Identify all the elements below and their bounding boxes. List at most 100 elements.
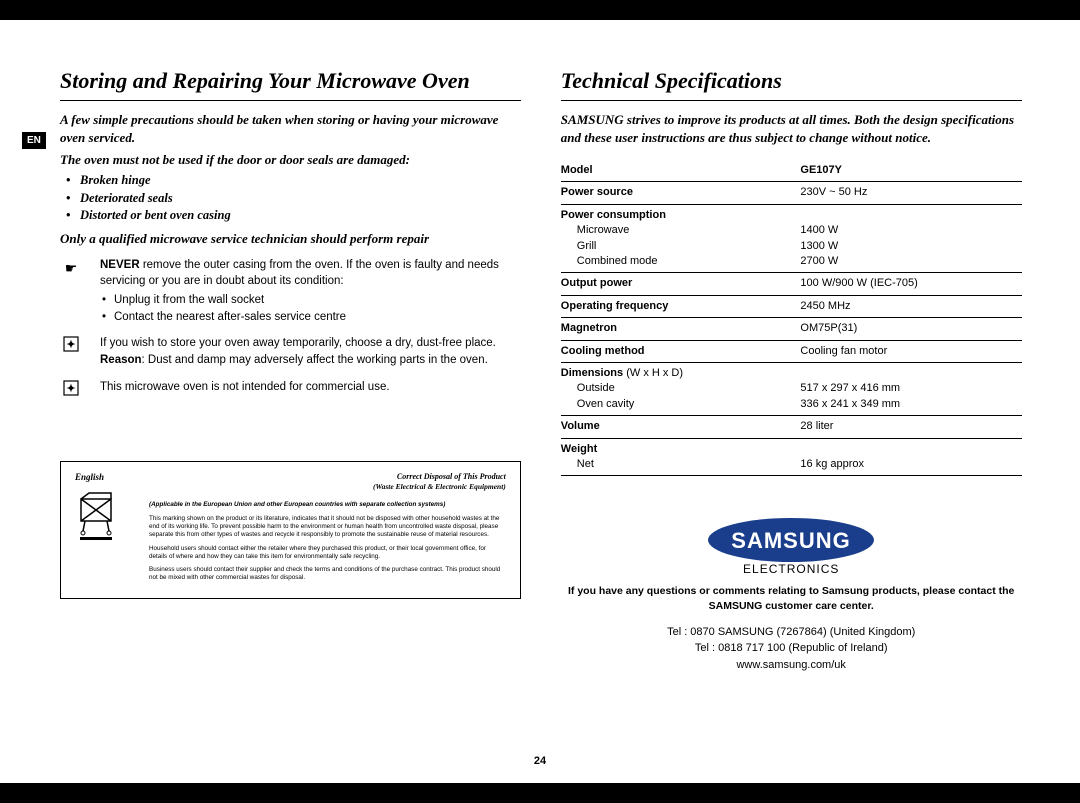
svg-text:✦: ✦: [66, 339, 75, 351]
diamond-icon: ✦: [60, 335, 82, 357]
dim-values: 517 x 297 x 416 mm 336 x 241 x 349 mm: [800, 363, 1021, 416]
store-text: If you wish to store your oven away temp…: [100, 337, 496, 349]
vol-label: Volume: [561, 416, 801, 438]
mag-label: Magnetron: [561, 318, 801, 340]
never-bullets: Unplug it from the wall socket Contact t…: [100, 292, 521, 325]
disposal-right: Correct Disposal of This Product (Waste …: [149, 472, 506, 588]
row-store-text: If you wish to store your oven away temp…: [100, 335, 521, 368]
left-heading: Storing and Repairing Your Microwave Ove…: [60, 68, 521, 101]
row-dimensions: Dimensions (W x H x D) Outside Oven cavi…: [561, 363, 1022, 416]
bullet-hinge: Broken hinge: [80, 172, 521, 190]
never-label: NEVER: [100, 259, 140, 271]
disposal-left: English: [75, 472, 135, 588]
dim-cav-value: 336 x 241 x 349 mm: [800, 397, 1021, 412]
row-power-consumption: Power consumption Microwave Grill Combin…: [561, 204, 1022, 273]
manual-page: EN Storing and Repairing Your Microwave …: [0, 20, 1080, 783]
weee-icon: [75, 489, 117, 541]
dim-paren: (W x H x D): [623, 367, 683, 379]
pc-comb-label: Combined mode: [561, 254, 801, 269]
row-model: ModelGE107Y: [561, 160, 1022, 182]
brand-sub: ELECTRONICS: [561, 562, 1022, 576]
disposal-title2: (Waste Electrical & Electronic Equipment…: [149, 482, 506, 491]
row-weight: Weight Net 16 kg approx: [561, 438, 1022, 476]
brand-block: SAMSUNG ELECTRONICS If you have any ques…: [561, 516, 1022, 673]
reason-label: Reason: [100, 354, 142, 366]
cool-value: Cooling fan motor: [800, 340, 1021, 362]
weight-values: 16 kg approx: [800, 438, 1021, 476]
bullet-seals: Deteriorated seals: [80, 190, 521, 208]
pcons-values: 1400 W 1300 W 2700 W: [800, 204, 1021, 273]
weight-net-value: 16 kg approx: [800, 457, 1021, 472]
two-column-layout: EN Storing and Repairing Your Microwave …: [60, 68, 1020, 753]
left-sub2: Only a qualified microwave service techn…: [60, 231, 521, 247]
icon-rows: ☛ NEVER remove the outer casing from the…: [60, 257, 521, 401]
model-value: GE107Y: [800, 160, 1021, 182]
right-heading: Technical Specifications: [561, 68, 1022, 101]
freq-value: 2450 MHz: [800, 295, 1021, 317]
left-intro: A few simple precautions should be taken…: [60, 111, 521, 146]
pc-mw-label: Microwave: [561, 223, 801, 238]
disposal-p3: Business users should contact their supp…: [149, 566, 506, 582]
contact-block: Tel : 0870 SAMSUNG (7267864) (United Kin…: [561, 624, 1022, 674]
mag-value: OM75P(31): [800, 318, 1021, 340]
svg-text:✦: ✦: [66, 383, 75, 395]
pointer-icon: ☛: [60, 257, 82, 278]
weight-cell: Weight Net: [561, 438, 801, 476]
vol-value: 28 liter: [800, 416, 1021, 438]
pcons-label: Power consumption: [561, 208, 801, 223]
bullet-casing: Distorted or bent oven casing: [80, 207, 521, 225]
row-cooling: Cooling methodCooling fan motor: [561, 340, 1022, 362]
psrc-label: Power source: [561, 182, 801, 204]
damage-bullets: Broken hinge Deteriorated seals Distorte…: [60, 172, 521, 225]
row-frequency: Operating frequency2450 MHz: [561, 295, 1022, 317]
cool-label: Cooling method: [561, 340, 801, 362]
pc-comb-value: 2700 W: [800, 254, 1021, 269]
output-label: Output power: [561, 273, 801, 295]
tel-ie: Tel : 0818 717 100 (Republic of Ireland): [561, 640, 1022, 657]
commercial-text: This microwave oven is not intended for …: [100, 379, 521, 396]
page-number: 24: [0, 755, 1080, 767]
disposal-box: English Correct Disposal of This: [60, 461, 521, 599]
unplug-bullet: Unplug it from the wall socket: [114, 292, 521, 309]
samsung-logo: SAMSUNG: [706, 516, 876, 564]
model-label: Model: [561, 160, 801, 182]
dim-out-label: Outside: [561, 381, 801, 396]
disposal-title1: Correct Disposal of This Product: [149, 472, 506, 482]
psrc-value: 230V ~ 50 Hz: [800, 182, 1021, 204]
diamond-icon-2: ✦: [60, 379, 82, 401]
left-column: EN Storing and Repairing Your Microwave …: [60, 68, 521, 753]
language-badge: EN: [22, 132, 46, 149]
pc-grill-label: Grill: [561, 239, 801, 254]
row-magnetron: MagnetronOM75P(31): [561, 318, 1022, 340]
contact-bullet: Contact the nearest after-sales service …: [114, 309, 521, 326]
freq-label: Operating frequency: [561, 295, 801, 317]
dim-out-value: 517 x 297 x 416 mm: [800, 381, 1021, 396]
dim-label: Dimensions: [561, 367, 623, 379]
row-power-source: Power source230V ~ 50 Hz: [561, 182, 1022, 204]
disposal-p1: This marking shown on the product or its…: [149, 515, 506, 539]
never-rest: remove the outer casing from the oven. I…: [100, 259, 499, 288]
output-value: 100 W/900 W (IEC-705): [800, 273, 1021, 295]
svg-text:SAMSUNG: SAMSUNG: [731, 528, 850, 553]
right-column: Technical Specifications SAMSUNG strives…: [561, 68, 1022, 753]
dim-cav-label: Oven cavity: [561, 397, 801, 412]
pcons-cell: Power consumption Microwave Grill Combin…: [561, 204, 801, 273]
dim-cell: Dimensions (W x H x D) Outside Oven cavi…: [561, 363, 801, 416]
right-intro: SAMSUNG strives to improve its products …: [561, 111, 1022, 146]
row-never: ☛ NEVER remove the outer casing from the…: [60, 257, 521, 326]
left-sub1: The oven must not be used if the door or…: [60, 152, 521, 168]
weight-net-label: Net: [561, 457, 801, 472]
disposal-applicable: (Applicable in the European Union and ot…: [149, 501, 506, 509]
disposal-lang: English: [75, 472, 135, 483]
spec-table: ModelGE107Y Power source230V ~ 50 Hz Pow…: [561, 160, 1022, 476]
weight-label: Weight: [561, 442, 801, 457]
disposal-p2: Household users should contact either th…: [149, 545, 506, 561]
pc-mw-value: 1400 W: [800, 223, 1021, 238]
row-never-text: NEVER remove the outer casing from the o…: [100, 257, 521, 326]
row-store: ✦ If you wish to store your oven away te…: [60, 335, 521, 368]
reason-text: : Dust and damp may adversely affect the…: [142, 354, 488, 366]
brand-note: If you have any questions or comments re…: [561, 584, 1022, 613]
tel-uk: Tel : 0870 SAMSUNG (7267864) (United Kin…: [561, 624, 1022, 641]
row-commercial: ✦ This microwave oven is not intended fo…: [60, 379, 521, 401]
row-volume: Volume28 liter: [561, 416, 1022, 438]
